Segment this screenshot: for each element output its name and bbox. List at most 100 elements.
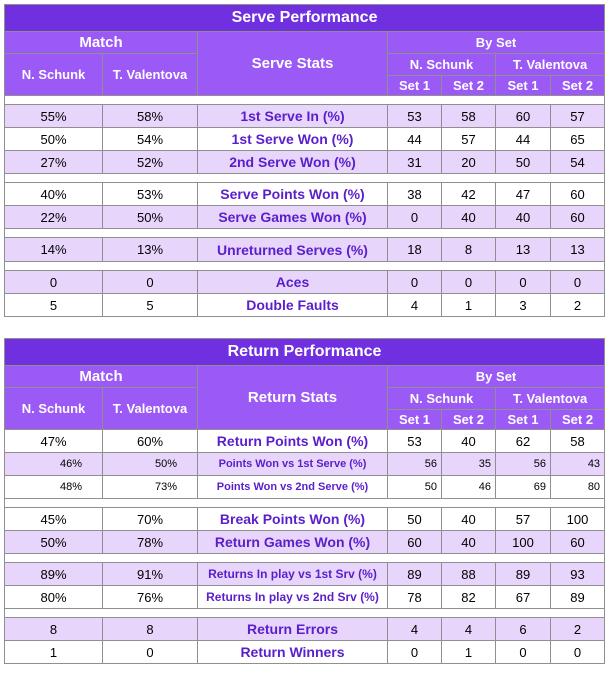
match-value: 58%	[102, 104, 198, 128]
match-value: 60%	[102, 429, 198, 453]
match-value: 80%	[4, 585, 103, 609]
set-value: 38	[387, 182, 442, 206]
stat-label: 1st Serve Won (%)	[197, 127, 388, 151]
set-value: 31	[387, 150, 442, 174]
stat-label: Serve Games Won (%)	[197, 205, 388, 229]
match-value: 76%	[102, 585, 198, 609]
serve-title: Serve Performance	[3, 4, 606, 32]
set-value: 89	[387, 562, 442, 586]
match-value: 47%	[4, 429, 103, 453]
match-value: 70%	[102, 507, 198, 531]
match-value: 0	[4, 270, 103, 294]
set-value: 42	[441, 182, 496, 206]
match-value: 50%	[4, 127, 103, 151]
return-byset-player2: T. Valentova	[494, 387, 606, 410]
serve-p2-set1-header: Set 1	[495, 75, 551, 96]
stat-label: Returns In play vs 1st Srv (%)	[197, 562, 388, 586]
set-value: 67	[495, 585, 551, 609]
return-p2-set1-header: Set 1	[495, 409, 551, 430]
table-row: 48% 73% Points Won vs 2nd Serve (%) 50 46 6…	[4, 475, 606, 499]
stat-label: Return Games Won (%)	[197, 530, 388, 554]
set-value: 50	[387, 507, 442, 531]
match-value: 5	[102, 293, 198, 317]
return-match-header: Match	[4, 365, 198, 388]
match-value: 50%	[4, 530, 103, 554]
set-value: 6	[495, 617, 551, 641]
match-value: 46%	[4, 452, 103, 476]
table-row: 50% 78% Return Games Won (%) 60 40 100 60	[4, 530, 606, 554]
stat-label: Aces	[197, 270, 388, 294]
table-row: 50% 54% 1st Serve Won (%) 44 57 44 65	[4, 127, 606, 151]
set-value: 47	[495, 182, 551, 206]
set-value: 40	[495, 205, 551, 229]
serve-byset-player2: T. Valentova	[494, 53, 606, 76]
set-value: 40	[441, 507, 496, 531]
set-value: 4	[387, 617, 442, 641]
match-value: 45%	[4, 507, 103, 531]
match-value: 40%	[4, 182, 103, 206]
set-value: 80	[549, 475, 606, 499]
set-value: 53	[387, 429, 442, 453]
set-value: 1	[441, 293, 496, 317]
set-value: 60	[549, 530, 606, 554]
set-value: 58	[441, 104, 496, 128]
stat-label: Returns In play vs 2nd Srv (%)	[197, 585, 388, 609]
set-value: 44	[387, 127, 442, 151]
set-value: 0	[387, 270, 442, 294]
set-value: 56	[495, 452, 551, 476]
set-value: 0	[495, 270, 551, 294]
match-value: 50%	[102, 205, 198, 229]
match-value: 27%	[4, 150, 103, 174]
set-value: 18	[387, 237, 442, 262]
serve-stats-header: Serve Stats	[197, 31, 388, 96]
serve-player2-header: T. Valentova	[102, 53, 198, 96]
set-value: 2	[549, 293, 606, 317]
set-value: 13	[495, 237, 551, 262]
match-value: 53%	[102, 182, 198, 206]
match-value: 0	[102, 640, 198, 664]
serve-p1-set2-header: Set 2	[441, 75, 496, 96]
set-value: 93	[549, 562, 606, 586]
set-value: 57	[441, 127, 496, 151]
set-value: 60	[495, 104, 551, 128]
set-value: 50	[495, 150, 551, 174]
set-value: 57	[495, 507, 551, 531]
return-p1-set2-header: Set 2	[441, 409, 496, 430]
match-value: 73%	[102, 475, 198, 499]
set-value: 82	[441, 585, 496, 609]
stat-label: Points Won vs 2nd Serve (%)	[197, 475, 388, 499]
set-value: 40	[441, 530, 496, 554]
return-byset-header: By Set	[386, 365, 606, 388]
match-value: 55%	[4, 104, 103, 128]
set-value: 46	[441, 475, 496, 499]
stat-label: 1st Serve In (%)	[197, 104, 388, 128]
set-value: 89	[495, 562, 551, 586]
stat-label: Break Points Won (%)	[197, 507, 388, 531]
set-value: 56	[387, 452, 442, 476]
return-player2-header: T. Valentova	[102, 387, 198, 430]
serve-p1-set1-header: Set 1	[387, 75, 442, 96]
serve-byset-header: By Set	[386, 31, 606, 54]
match-value: 91%	[102, 562, 198, 586]
table-row: 46% 50% Points Won vs 1st Serve (%) 56 35 5…	[4, 452, 606, 476]
return-stats-header: Return Stats	[197, 365, 388, 430]
set-value: 1	[441, 640, 496, 664]
set-value: 44	[495, 127, 551, 151]
match-value: 5	[4, 293, 103, 317]
table-row: 47% 60% Return Points Won (%) 53 40 62 58	[4, 429, 606, 453]
set-value: 69	[495, 475, 551, 499]
match-value: 8	[102, 617, 198, 641]
stat-label: Unreturned Serves (%)	[197, 237, 388, 262]
set-value: 0	[549, 640, 606, 664]
set-value: 88	[441, 562, 496, 586]
stat-label: Return Points Won (%)	[197, 429, 388, 453]
stat-label: Points Won vs 1st Serve (%)	[197, 452, 388, 476]
set-value: 4	[441, 617, 496, 641]
set-value: 50	[387, 475, 442, 499]
set-value: 3	[495, 293, 551, 317]
set-value: 0	[495, 640, 551, 664]
set-value: 2	[549, 617, 606, 641]
